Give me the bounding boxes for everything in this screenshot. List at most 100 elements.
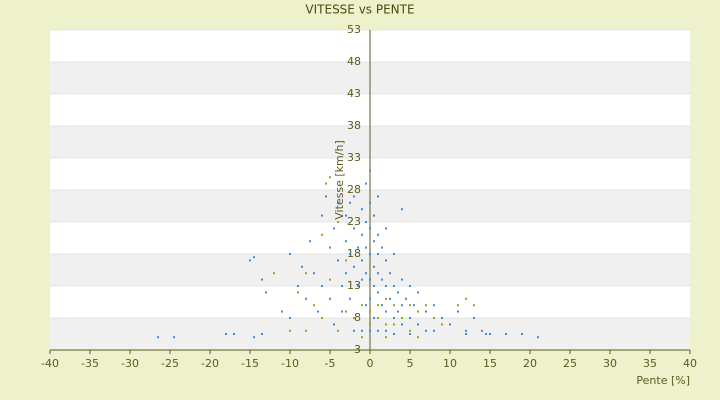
point	[381, 304, 383, 307]
y-tick-label: 33	[347, 151, 361, 164]
point	[377, 253, 379, 255]
point	[393, 333, 395, 335]
point	[337, 329, 339, 332]
point	[393, 253, 395, 255]
point	[369, 323, 371, 326]
point	[353, 265, 355, 268]
point	[305, 297, 307, 300]
point	[233, 333, 235, 335]
point	[289, 329, 291, 332]
point	[393, 285, 395, 287]
x-tick-label: 5	[407, 357, 414, 370]
point	[353, 329, 355, 332]
point	[329, 176, 331, 179]
point	[349, 201, 351, 204]
point	[465, 333, 467, 335]
point	[301, 265, 303, 268]
point	[465, 329, 467, 332]
point	[361, 208, 363, 211]
x-tick-label: 25	[563, 357, 577, 370]
point	[385, 336, 387, 339]
point	[353, 195, 355, 198]
point	[377, 317, 379, 319]
point	[309, 240, 311, 243]
point	[345, 214, 347, 217]
point	[361, 304, 363, 307]
point	[321, 233, 323, 236]
point	[157, 336, 159, 339]
point	[321, 214, 323, 217]
point	[329, 297, 331, 300]
point	[369, 201, 371, 204]
point	[337, 201, 339, 204]
point	[397, 310, 399, 313]
point	[289, 317, 291, 319]
point	[385, 329, 387, 332]
x-tick-label: 20	[523, 357, 537, 370]
point	[417, 291, 419, 294]
point	[297, 291, 299, 294]
point	[369, 253, 371, 255]
point	[425, 304, 427, 307]
point	[385, 297, 387, 300]
point	[425, 329, 427, 332]
point	[333, 323, 335, 326]
point	[365, 272, 367, 275]
point	[317, 310, 319, 313]
x-tick-label: 15	[483, 357, 497, 370]
point	[345, 310, 347, 313]
point	[337, 221, 339, 223]
point	[249, 259, 251, 262]
chart-title: VITESSE vs PENTE	[305, 3, 414, 17]
x-tick-label: -15	[241, 357, 259, 370]
point	[289, 253, 291, 255]
point	[173, 336, 175, 339]
point	[489, 333, 491, 335]
y-tick-label: 18	[347, 247, 361, 260]
point	[273, 272, 275, 275]
point	[261, 278, 263, 281]
point	[505, 333, 507, 335]
point	[401, 323, 403, 326]
point	[369, 227, 371, 230]
point	[485, 333, 487, 335]
y-tick-label: 48	[347, 55, 361, 68]
x-tick-label: 40	[683, 357, 697, 370]
point	[385, 259, 387, 262]
point	[389, 272, 391, 275]
point	[377, 304, 379, 307]
x-tick-label: -5	[325, 357, 336, 370]
point	[365, 182, 367, 185]
x-tick-label: 0	[367, 357, 374, 370]
point	[473, 317, 475, 319]
point	[537, 336, 539, 339]
point	[413, 304, 415, 307]
point	[481, 329, 483, 332]
x-axis-label: Pente [%]	[636, 374, 690, 387]
point	[305, 329, 307, 332]
point	[401, 208, 403, 211]
point	[401, 317, 403, 319]
point	[325, 182, 327, 185]
point	[377, 195, 379, 198]
y-tick-label: 23	[347, 215, 361, 228]
point	[369, 310, 371, 313]
point	[369, 297, 371, 300]
x-tick-label: -40	[41, 357, 59, 370]
point	[341, 310, 343, 313]
point	[365, 304, 367, 307]
y-tick-label: 53	[347, 23, 361, 36]
x-tick-label: -20	[201, 357, 219, 370]
point	[333, 227, 335, 230]
point	[433, 317, 435, 319]
point	[329, 278, 331, 281]
point	[365, 246, 367, 249]
y-tick-label: 8	[354, 311, 361, 324]
point	[385, 227, 387, 230]
point	[361, 329, 363, 332]
point	[393, 323, 395, 326]
point	[321, 317, 323, 319]
point	[373, 265, 375, 268]
point	[425, 310, 427, 313]
